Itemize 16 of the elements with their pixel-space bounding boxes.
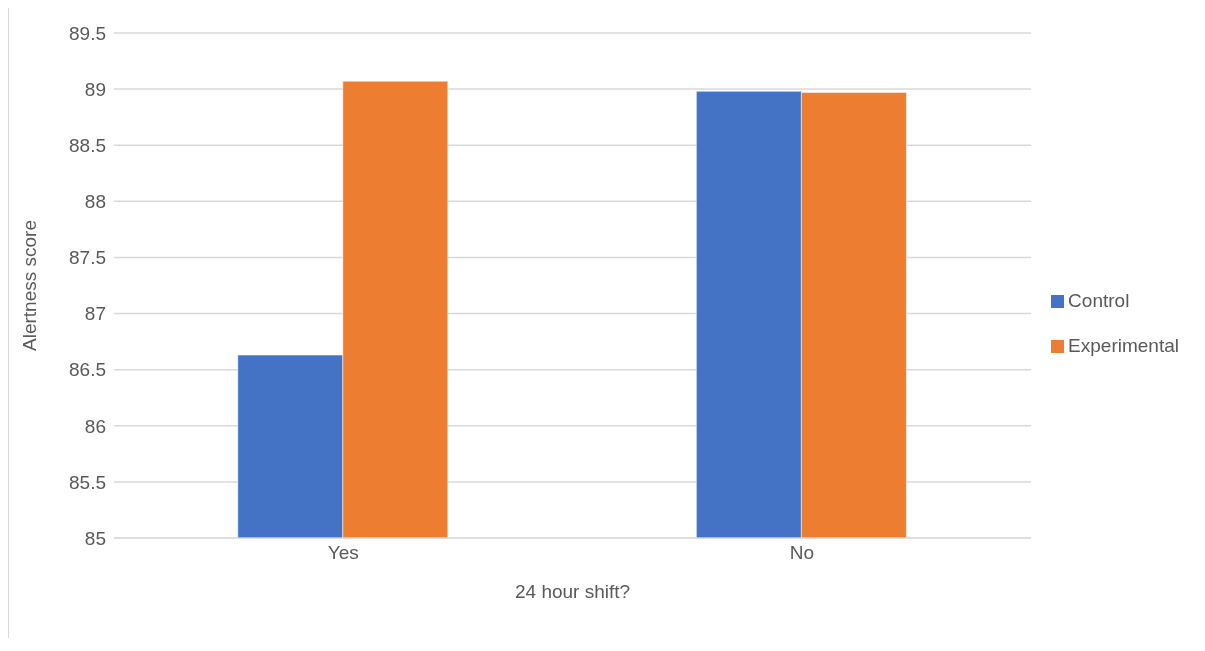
x-tick-label: Yes (327, 542, 359, 564)
legend-label: Experimental (1068, 335, 1179, 356)
y-tick-label: 87.5 (69, 247, 106, 269)
y-tick-label: 87 (84, 303, 106, 325)
y-tick-label: 85.5 (69, 471, 106, 493)
y-tick-label: 89.5 (69, 22, 106, 44)
y-tick-label: 88.5 (69, 134, 106, 156)
y-axis-title: Alertness score (18, 220, 40, 351)
y-tick-label: 85 (84, 527, 106, 549)
y-tick-label: 89 (84, 78, 106, 100)
x-tick-label: No (789, 542, 814, 564)
y-tick-label: 88 (84, 191, 106, 213)
x-axis-title: 24 hour shift? (514, 581, 631, 602)
legend-label: Control (1068, 290, 1130, 311)
y-tick-label: 86.5 (69, 359, 106, 381)
y-tick-label: 86 (84, 415, 106, 437)
